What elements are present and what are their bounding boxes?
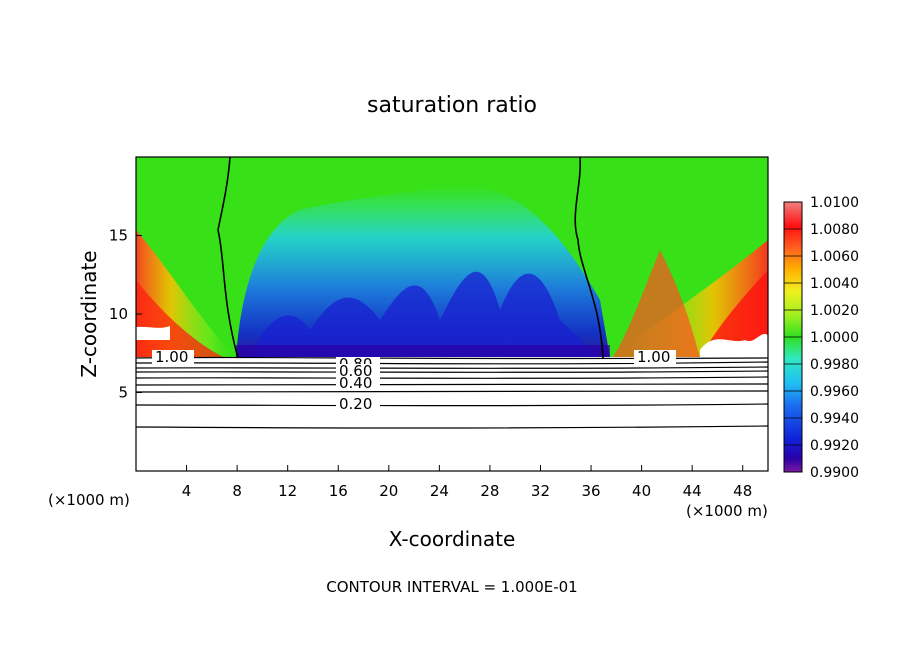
colorbar-tick-label: 0.9980 xyxy=(810,357,859,373)
x-axis-ticks: 4 8 12 16 20 24 28 32 36 40 44 48 xyxy=(182,465,752,500)
x-tick-label: 40 xyxy=(632,482,651,500)
colorbar-tick-label: 1.0040 xyxy=(810,276,859,292)
contour-label-group: 1.00 1.00 0.80 0.60 0.40 0.20 xyxy=(152,348,676,413)
x-tick-label: 12 xyxy=(278,482,297,500)
colorbar-tick-label: 0.9900 xyxy=(810,465,859,481)
colorbar-tick-label: 1.0020 xyxy=(810,303,859,319)
x-tick-label: 36 xyxy=(581,482,600,500)
y-axis-ticks: 5 10 15 xyxy=(109,227,142,402)
chart-title: saturation ratio xyxy=(367,93,537,118)
x-tick-label: 20 xyxy=(379,482,398,500)
contour-interval-note: CONTOUR INTERVAL = 1.000E-01 xyxy=(326,578,577,596)
x-tick-label: 4 xyxy=(182,482,192,500)
colorbar-ticks: 0.9900 0.9920 0.9940 0.9960 0.9980 1.0000 1.00… xyxy=(784,195,859,481)
x-tick-label: 32 xyxy=(531,482,550,500)
x-tick-label: 28 xyxy=(480,482,499,500)
colorbar-tick-label: 0.9920 xyxy=(810,438,859,454)
saturation-boundary-contours xyxy=(217,156,604,359)
x-tick-label: 16 xyxy=(329,482,348,500)
colorbar-tick-label: 1.0100 xyxy=(810,195,859,211)
right-boundary-line xyxy=(574,156,604,359)
x-unit-left: (×1000 m) xyxy=(48,491,130,509)
y-tick-label: 5 xyxy=(118,384,128,402)
contour-label-1-left: 1.00 xyxy=(155,348,188,366)
x-tick-label: 44 xyxy=(683,482,702,500)
y-axis-title: Z-coordinate xyxy=(77,250,101,377)
x-tick-label: 48 xyxy=(733,482,752,500)
colorbar-tick-label: 0.9940 xyxy=(810,411,859,427)
x-unit-right: (×1000 m) xyxy=(686,502,768,520)
left-boundary-line xyxy=(217,156,239,359)
contour-label-1-right: 1.00 xyxy=(637,348,670,366)
colorbar: 0.9900 0.9920 0.9940 0.9960 0.9980 1.0000 1.00… xyxy=(783,195,859,481)
y-tick-label: 15 xyxy=(109,227,128,245)
contour-label-0-6: 0.60 xyxy=(339,362,372,380)
colorbar-tick-label: 1.0000 xyxy=(810,330,859,346)
x-axis-title: X-coordinate xyxy=(389,527,516,551)
colorbar-tick-label: 1.0060 xyxy=(810,249,859,265)
contour-label-0-4: 0.40 xyxy=(339,374,372,392)
colorbar-tick-label: 0.9960 xyxy=(810,384,859,400)
contour-label-0-2: 0.20 xyxy=(339,395,372,413)
colorbar-tick-label: 1.0080 xyxy=(810,222,859,238)
x-tick-label: 24 xyxy=(430,482,449,500)
heatmap-field xyxy=(136,157,768,471)
x-tick-label: 8 xyxy=(232,482,242,500)
y-tick-label: 10 xyxy=(109,305,128,323)
